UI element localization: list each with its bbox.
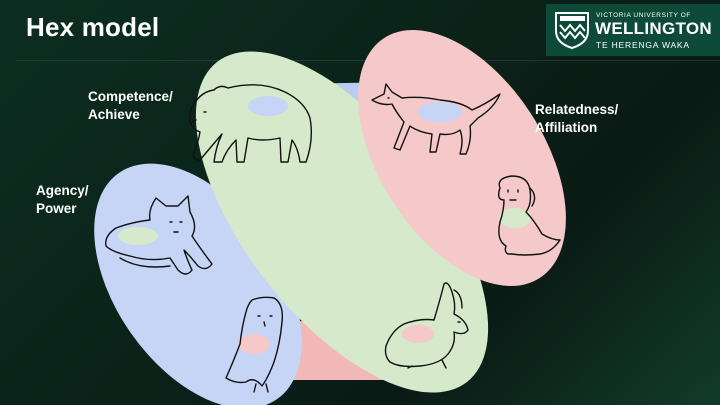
owl-patch [238, 334, 270, 354]
label-competence: Competence/ Achieve [88, 89, 173, 122]
logo-main-line: WELLINGTON [595, 19, 712, 38]
fox-icon [105, 195, 213, 275]
dog-patch [499, 208, 531, 228]
university-shield-icon [555, 12, 589, 49]
dog-icon [497, 175, 561, 256]
fox-patch [118, 227, 158, 245]
label-agency: Agency/ Power [36, 183, 89, 216]
wolf-patch [418, 102, 462, 122]
owl-icon [225, 296, 284, 393]
label-relatedness: Relatedness/ Affiliation [535, 102, 619, 135]
bear-icon [189, 84, 313, 163]
ellipse-competence [195, 51, 489, 393]
rabbit-icon [384, 282, 469, 369]
university-logo: VICTORIA UNIVERSITY OF WELLINGTON TE HER… [546, 4, 720, 56]
bear-patch [248, 96, 288, 116]
logo-sub-line: TE HERENGA WAKA [596, 40, 690, 50]
wolf-icon [371, 83, 501, 155]
logo-top-line: VICTORIA UNIVERSITY OF [596, 12, 691, 19]
rabbit-patch [402, 325, 434, 343]
slide-title: Hex model [26, 12, 160, 42]
